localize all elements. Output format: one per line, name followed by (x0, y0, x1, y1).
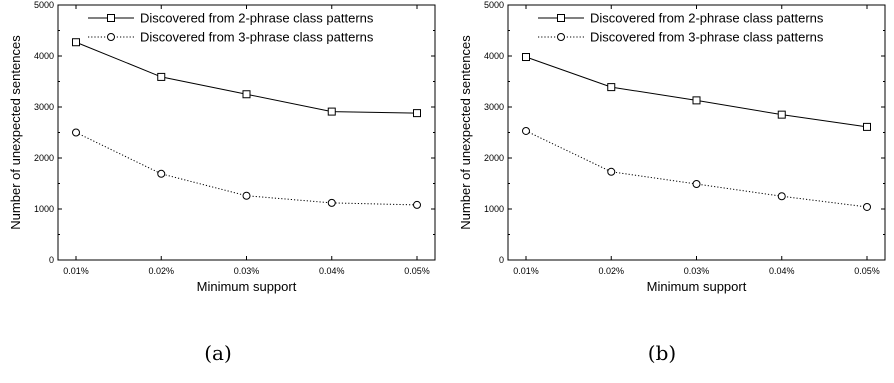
legend-marker-square (107, 14, 115, 22)
y-tick-label: 2000 (484, 153, 504, 163)
chart-b: 0 1000 2000 3000 4000 5000 0.01% 0.02% 0.03% 0.04… (458, 0, 886, 365)
data-point-square (157, 72, 166, 81)
y-axis-label: Number of unexpected sentences (8, 35, 23, 230)
x-tick-label: 0.03% (234, 266, 260, 276)
data-point-square (777, 110, 786, 119)
legend-entry-1: Discovered from 2-phrase class patterns (140, 11, 374, 26)
legend-marker-circle (557, 33, 565, 41)
y-axis-label: Number of unexpected sentences (458, 35, 473, 230)
figure-caption: (b) (648, 341, 676, 365)
data-point-circle (777, 192, 786, 201)
data-point-square (607, 83, 616, 92)
series-line-2 (525, 130, 868, 208)
x-tick-label: 0.04% (769, 266, 795, 276)
data-point-square (72, 38, 80, 47)
x-tick-label: 0.04% (319, 266, 345, 276)
y-tick-label: 2000 (34, 153, 54, 163)
data-point-circle (607, 167, 616, 176)
legend-marker-circle (107, 33, 115, 41)
y-tick-label: 5000 (34, 0, 54, 10)
y-tick-label: 0 (49, 255, 54, 265)
x-axis-label: Minimum support (647, 279, 747, 294)
series-line-1 (75, 41, 418, 114)
legend-entry-1: Discovered from 2-phrase class patterns (590, 11, 824, 26)
y-tick-label: 1000 (34, 204, 54, 214)
x-tick-label: 0.03% (684, 266, 710, 276)
y-tick-label: 5000 (484, 0, 504, 10)
x-tick-label: 0.02% (598, 266, 624, 276)
legend-entry-2: Discovered from 3-phrase class patterns (140, 30, 374, 45)
data-point-circle (72, 128, 80, 137)
x-axis-label: Minimum support (197, 279, 297, 294)
data-point-circle (157, 169, 166, 178)
x-tick-label: 0.05% (404, 266, 430, 276)
data-point-circle (692, 180, 701, 189)
x-tick-label: 0.01% (513, 266, 539, 276)
data-point-circle (522, 126, 530, 135)
y-tick-label: 4000 (34, 51, 54, 61)
data-point-circle (242, 191, 251, 200)
data-point-square (863, 122, 871, 131)
data-point-circle (863, 202, 871, 211)
data-point-circle (327, 198, 336, 207)
figure-caption: (a) (204, 341, 232, 365)
x-tick-label: 0.05% (854, 266, 880, 276)
data-point-square (522, 53, 530, 62)
legend-marker-square (557, 14, 565, 22)
y-tick-label: 3000 (484, 102, 504, 112)
y-tick-label: 0 (499, 255, 504, 265)
data-point-square (692, 96, 701, 105)
y-tick-label: 1000 (484, 204, 504, 214)
data-point-square (327, 107, 336, 116)
chart-a: 0 1000 2000 3000 4000 5000 0.01% 0.02% 0.03% 0.04… (8, 0, 436, 365)
x-tick-label: 0.02% (148, 266, 174, 276)
data-point-circle (413, 200, 421, 209)
data-point-square (413, 109, 421, 118)
y-tick-label: 4000 (484, 51, 504, 61)
data-point-square (242, 90, 251, 99)
series-line-1 (525, 56, 868, 128)
x-tick-label: 0.01% (63, 266, 89, 276)
y-tick-label: 3000 (34, 102, 54, 112)
legend-entry-2: Discovered from 3-phrase class patterns (590, 30, 824, 45)
